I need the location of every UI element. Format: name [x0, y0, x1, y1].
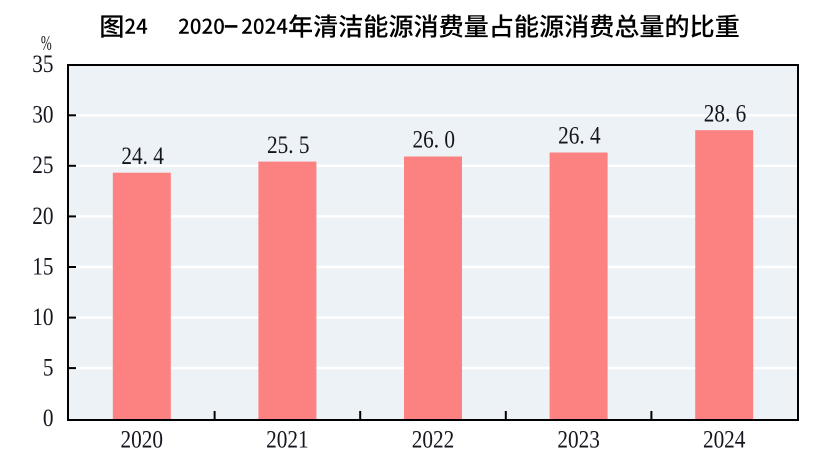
svg-text:%: % — [41, 31, 52, 55]
svg-text:2024: 2024 — [703, 426, 746, 454]
svg-text:2023: 2023 — [557, 426, 599, 454]
svg-text:2021: 2021 — [266, 426, 308, 454]
svg-text:0: 0 — [43, 405, 54, 433]
svg-text:24. 4: 24. 4 — [121, 142, 164, 170]
svg-text:15: 15 — [32, 253, 53, 281]
svg-text:25. 5: 25. 5 — [267, 131, 309, 159]
svg-text:5: 5 — [43, 354, 54, 382]
svg-text:20: 20 — [32, 202, 53, 230]
svg-text:10: 10 — [32, 303, 53, 331]
svg-text:2020: 2020 — [121, 426, 163, 454]
svg-text:2022: 2022 — [412, 426, 454, 454]
svg-text:25: 25 — [32, 152, 53, 180]
svg-text:26. 0: 26. 0 — [413, 126, 455, 154]
svg-text:28. 6: 28. 6 — [704, 100, 746, 128]
svg-text:30: 30 — [32, 101, 53, 129]
svg-text:26. 4: 26. 4 — [558, 122, 601, 150]
svg-text:35: 35 — [32, 51, 53, 79]
